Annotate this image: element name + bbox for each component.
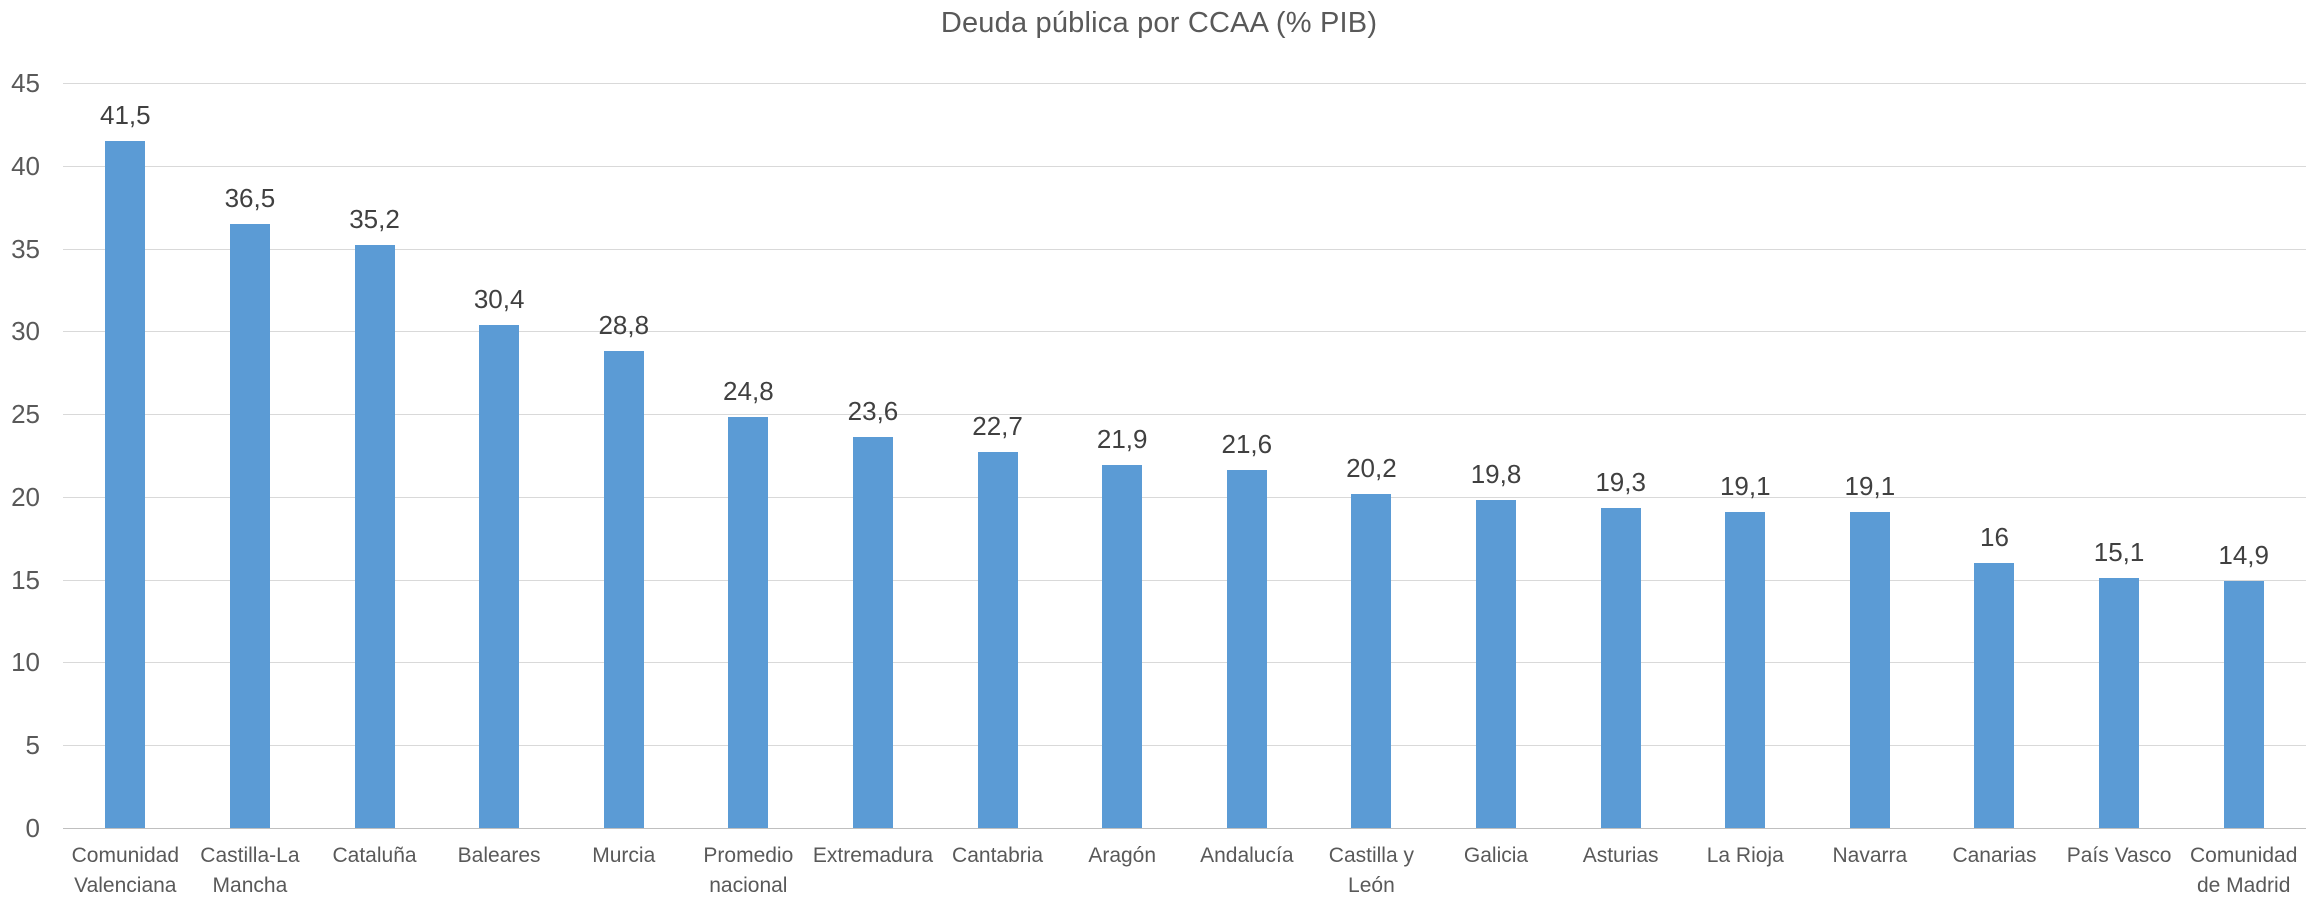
gridline [63, 83, 2306, 84]
bar-value-label: 21,6 [1221, 429, 1273, 460]
x-axis: Comunidad Valenciana Castilla-La Mancha Ca… [63, 841, 2306, 907]
y-axis-tick-label: 35 [11, 233, 40, 264]
bar [1725, 511, 1766, 828]
category-label: Comunidad Valenciana [71, 844, 180, 897]
bar-value-label: 41,5 [100, 99, 151, 130]
gridline [63, 331, 2306, 333]
bar [852, 437, 893, 828]
category-label: País Vasco [2066, 844, 2172, 867]
gridline [63, 165, 2306, 167]
bar [2099, 578, 2140, 828]
bar [1102, 465, 1143, 828]
plot-area: 41,5 36,5 35,2 30,4 28,8 24,8 23,6 22,7 21,9 21,6… [63, 83, 2306, 829]
y-axis-tick-label: 25 [11, 399, 40, 430]
y-axis-tick-label: 20 [11, 481, 40, 512]
bar-value-label: 19,3 [1595, 467, 1646, 498]
category-label: Galicia [1463, 844, 1529, 867]
bar-value-label: 23,6 [847, 396, 899, 427]
category-label: Murcia [592, 844, 656, 867]
chart-title: Deuda pública por CCAA (% PIB) [940, 7, 1378, 39]
gridline [63, 414, 2306, 416]
category-label: La Rioja [1706, 844, 1784, 867]
bar [229, 223, 270, 828]
bar-value-label: 19,1 [1719, 470, 1771, 501]
bar-value-label: 30,4 [473, 283, 525, 314]
bar [1600, 508, 1641, 828]
category-label: Asturias [1582, 844, 1659, 867]
y-axis-tick-label: 30 [11, 316, 40, 347]
bar [977, 452, 1018, 828]
bar [105, 140, 146, 828]
category-label: Andalucía [1200, 844, 1294, 867]
category-label: Extremadura [812, 844, 934, 867]
y-axis-tick-label: 45 [11, 68, 40, 98]
category-label: Promedio nacional [703, 844, 794, 897]
gridline [63, 745, 2306, 747]
bar [603, 351, 644, 828]
category-label: Aragón [1088, 844, 1157, 867]
bar-value-label: 19,1 [1844, 470, 1896, 501]
bar-value-label: 19,8 [1470, 459, 1522, 490]
bar [1226, 470, 1267, 828]
bar [1351, 493, 1392, 828]
y-axis-tick-label: 10 [11, 647, 40, 678]
x-axis-line [63, 828, 2306, 829]
category-label: Baleares [457, 844, 541, 867]
gridline [63, 496, 2306, 498]
bar-value-label: 22,7 [972, 411, 1023, 442]
bar-value-label: 35,2 [349, 204, 400, 235]
y-axis-tick-label: 0 [25, 813, 40, 843]
bar-value-label: 21,9 [1096, 424, 1148, 455]
bar-value-label: 15,1 [2093, 537, 2145, 567]
y-axis: 0 5 10 15 20 25 30 35 40 45 [0, 68, 48, 843]
bar [1849, 511, 1890, 828]
bar-value-label: 14,9 [2218, 540, 2269, 571]
bar-value-label: 28,8 [598, 310, 650, 341]
bar [354, 245, 395, 828]
bar-value-label: 20,2 [1346, 452, 1397, 483]
bar [2223, 581, 2264, 828]
gridline [63, 579, 2306, 581]
category-label: Canarias [1952, 844, 2037, 867]
bar [1476, 500, 1517, 828]
bar-value-label: 24,8 [723, 376, 774, 407]
category-label: Cantabria [952, 844, 1044, 867]
y-axis-tick-label: 15 [11, 564, 40, 595]
bar [479, 324, 520, 828]
gridline [63, 662, 2306, 664]
bar-value-label: 36,5 [224, 182, 276, 213]
y-axis-tick-label: 40 [11, 150, 40, 181]
gridline [63, 248, 2306, 250]
category-label: Castilla-La Mancha [200, 844, 300, 897]
bar [728, 417, 769, 828]
category-label: Cataluña [332, 844, 417, 867]
y-axis-tick-label: 5 [25, 730, 40, 761]
category-label: Comunidad de Madrid [2189, 844, 2298, 897]
category-label: Castilla y León [1328, 844, 1414, 897]
bar-value-label: 16 [1980, 522, 2009, 553]
bar [1974, 563, 2015, 828]
category-label: Navarra [1832, 844, 1908, 867]
